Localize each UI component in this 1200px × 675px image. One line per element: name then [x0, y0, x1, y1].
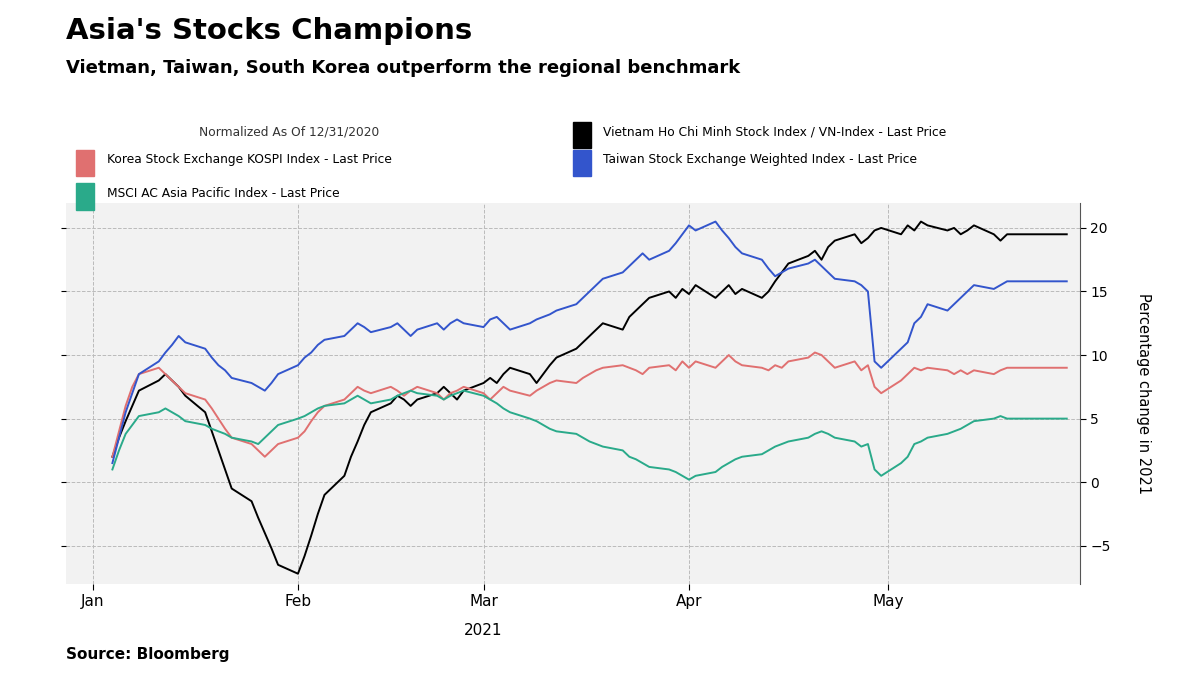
- Text: Normalized As Of 12/31/2020: Normalized As Of 12/31/2020: [199, 126, 379, 138]
- Text: Source: Bloomberg: Source: Bloomberg: [66, 647, 229, 662]
- Text: MSCI AC Asia Pacific Index - Last Price: MSCI AC Asia Pacific Index - Last Price: [107, 187, 340, 200]
- Text: Taiwan Stock Exchange Weighted Index - Last Price: Taiwan Stock Exchange Weighted Index - L…: [604, 153, 918, 166]
- Text: Vietnam Ho Chi Minh Stock Index / VN-Index - Last Price: Vietnam Ho Chi Minh Stock Index / VN-Ind…: [604, 126, 947, 138]
- Text: Korea Stock Exchange KOSPI Index - Last Price: Korea Stock Exchange KOSPI Index - Last …: [107, 153, 391, 166]
- Y-axis label: Percentage change in 2021: Percentage change in 2021: [1135, 293, 1151, 493]
- Bar: [76, 150, 95, 176]
- Text: 2021: 2021: [464, 623, 503, 638]
- Bar: [76, 183, 95, 209]
- Bar: [574, 150, 592, 176]
- Bar: [574, 122, 592, 148]
- Text: Vietman, Taiwan, South Korea outperform the regional benchmark: Vietman, Taiwan, South Korea outperform …: [66, 59, 740, 78]
- Text: Asia's Stocks Champions: Asia's Stocks Champions: [66, 17, 473, 45]
